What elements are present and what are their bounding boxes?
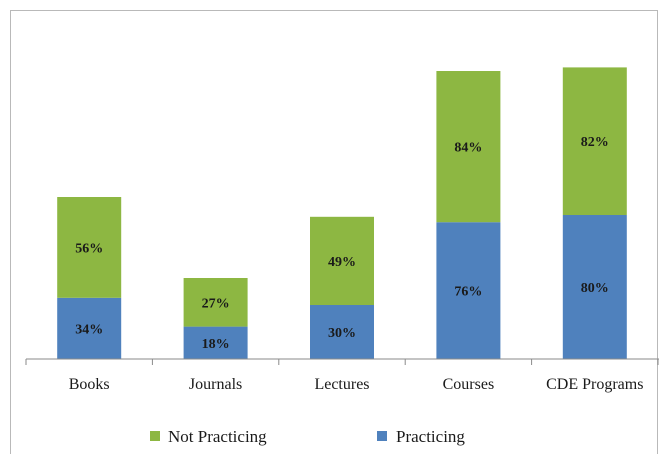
category-label: Journals xyxy=(189,376,242,393)
bar-practicing xyxy=(183,326,248,359)
bar-not-practicing xyxy=(436,71,501,223)
legend-label: Not Practicing xyxy=(168,427,267,446)
chart-frame: 34% 56% 18% 27% 30% 49% 76% 84% 80% 82% Books Jour… xyxy=(10,10,659,454)
data-label-not-practicing: 27% xyxy=(202,296,230,311)
data-label-practicing: 76% xyxy=(454,285,482,300)
data-label-not-practicing: 56% xyxy=(75,241,103,256)
category-label: Books xyxy=(69,376,110,393)
data-label-not-practicing: 82% xyxy=(581,135,609,150)
bar-practicing xyxy=(57,297,122,359)
category-label: CDE Programs xyxy=(546,376,643,393)
stacked-bar-chart: 34% 56% 18% 27% 30% 49% 76% 84% 80% 82% Books Jour… xyxy=(25,67,659,446)
data-label-practicing: 34% xyxy=(75,322,103,337)
category-label: Courses xyxy=(443,376,495,393)
bar-practicing xyxy=(310,305,374,359)
category-label: Lectures xyxy=(314,376,369,393)
legend: Not Practicing Practicing xyxy=(150,427,465,446)
bar-not-practicing xyxy=(57,197,122,298)
bar-practicing xyxy=(436,222,501,359)
legend-swatch xyxy=(377,431,387,441)
bar-practicing xyxy=(562,215,627,359)
bar-not-practicing xyxy=(183,278,248,327)
legend-swatch xyxy=(150,431,160,441)
data-label-not-practicing: 84% xyxy=(454,141,482,156)
data-label-practicing: 18% xyxy=(202,337,230,352)
legend-label: Practicing xyxy=(396,427,465,446)
bars-layer: 34% 56% 18% 27% 30% 49% 76% 84% 80% 82% xyxy=(57,67,627,359)
data-label-not-practicing: 49% xyxy=(328,255,356,270)
category-labels: Books Journals Lectures Courses CDE Programs xyxy=(69,376,644,393)
data-label-practicing: 80% xyxy=(581,281,609,296)
x-axis-ticks xyxy=(25,359,659,365)
bar-not-practicing xyxy=(310,216,374,305)
data-label-practicing: 30% xyxy=(328,326,356,341)
bar-not-practicing xyxy=(562,67,627,216)
